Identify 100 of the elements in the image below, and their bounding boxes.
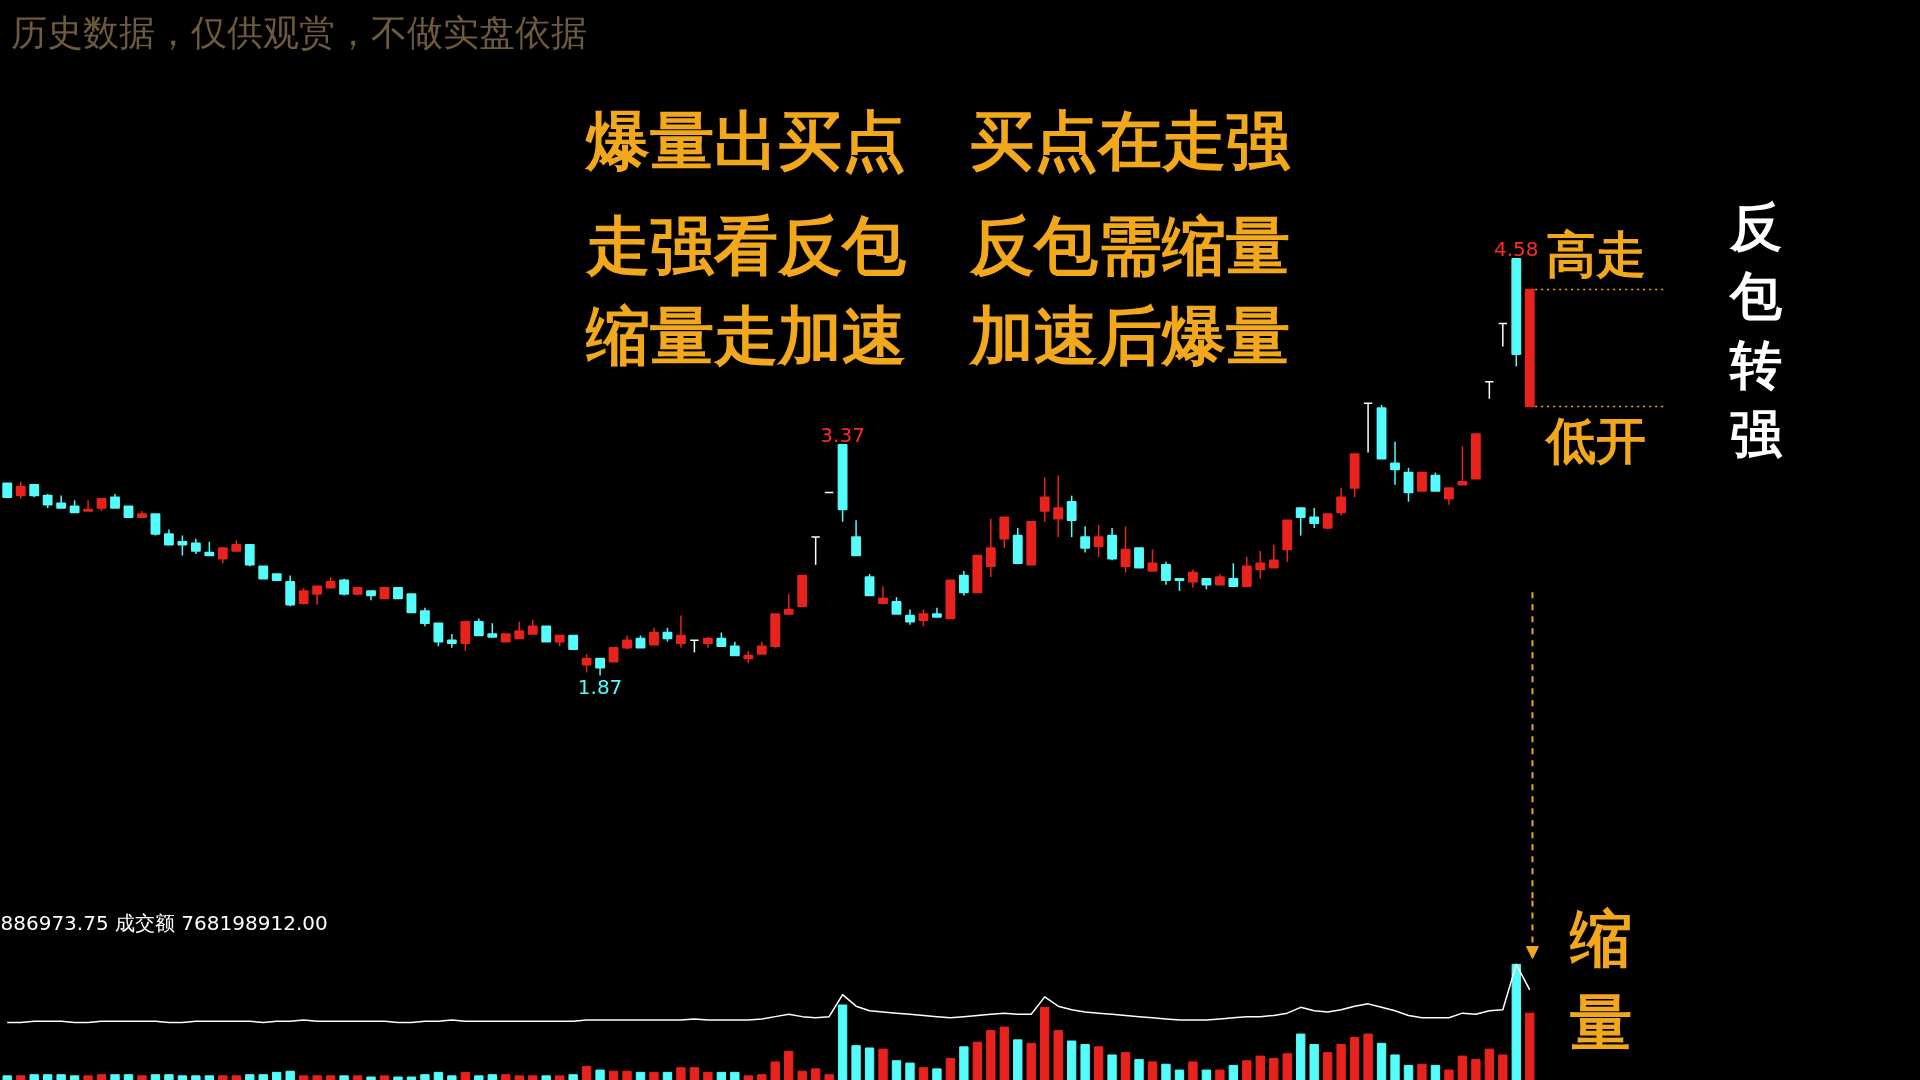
bar <box>325 1075 336 1080</box>
bar <box>1201 1069 1212 1080</box>
bar <box>1269 1057 1279 1080</box>
annotation: 1.87 <box>577 674 623 699</box>
bar <box>514 1075 524 1080</box>
bar <box>123 1074 134 1080</box>
bar <box>1242 1060 1252 1080</box>
bar <box>83 1075 93 1080</box>
bar <box>770 1061 780 1080</box>
bar <box>824 1074 834 1080</box>
bar <box>568 1074 578 1080</box>
candlestick <box>1093 524 1104 558</box>
bar <box>716 1071 727 1080</box>
bar <box>1336 1044 1346 1080</box>
bar <box>1013 1039 1023 1080</box>
annotation: 缩量走加速 加速后爆量 <box>584 298 1290 373</box>
bar <box>743 1075 753 1080</box>
candlestick <box>958 570 969 597</box>
candlestick <box>999 516 1010 549</box>
bar <box>218 1075 228 1080</box>
bar <box>986 1030 996 1080</box>
bar <box>837 1004 848 1080</box>
bar <box>676 1067 686 1080</box>
bar <box>1066 1040 1077 1080</box>
bar <box>110 1074 120 1080</box>
candlestick <box>177 534 188 557</box>
bar <box>366 1076 376 1080</box>
ref-line-label: 高走 <box>1545 225 1646 284</box>
bar <box>878 1048 888 1080</box>
bar <box>554 1075 565 1080</box>
candlestick <box>419 607 430 628</box>
bar <box>150 1074 161 1080</box>
bar <box>352 1075 363 1080</box>
bar <box>312 1075 322 1080</box>
bar <box>339 1075 349 1080</box>
bar <box>447 1075 457 1080</box>
candlestick <box>1134 547 1144 569</box>
bar <box>164 1074 174 1080</box>
candlestick <box>783 593 794 615</box>
bar <box>1457 1055 1468 1080</box>
bar <box>972 1041 983 1080</box>
bar <box>730 1071 740 1080</box>
bar <box>285 1070 295 1080</box>
bar <box>29 1074 39 1080</box>
bar <box>1417 1063 1427 1080</box>
text: 缩量 <box>1568 902 1632 1059</box>
bar <box>298 1075 309 1080</box>
bar <box>851 1045 861 1080</box>
candlestick <box>285 574 296 608</box>
bar <box>595 1069 605 1080</box>
candlestick <box>1309 507 1320 529</box>
bar <box>393 1076 403 1080</box>
candlestick <box>1403 467 1414 503</box>
bar <box>959 1046 969 1080</box>
bar <box>420 1074 430 1080</box>
bar <box>231 1075 241 1080</box>
candlestick <box>864 573 875 597</box>
bar <box>797 1070 807 1080</box>
bar <box>42 1074 53 1080</box>
candlestick <box>1161 560 1171 586</box>
candlestick <box>460 620 471 652</box>
bar <box>1255 1055 1265 1080</box>
annotation: 走强看反包 反包需缩量 <box>584 208 1290 283</box>
bar <box>245 1074 255 1080</box>
bar <box>406 1076 417 1080</box>
candlestick <box>83 499 94 512</box>
candlestick <box>1241 556 1252 588</box>
bar <box>945 1057 956 1080</box>
candlestick <box>1066 494 1077 538</box>
bar <box>1430 1064 1441 1080</box>
bar <box>2 1075 12 1080</box>
bar <box>932 1068 942 1080</box>
candlestick <box>1430 471 1441 492</box>
bar <box>864 1047 875 1080</box>
bar <box>177 1075 188 1080</box>
bar <box>1349 1037 1360 1080</box>
bar <box>1484 1048 1495 1080</box>
candlestick <box>1390 441 1400 486</box>
candlestick <box>1268 544 1279 569</box>
bar <box>1511 963 1521 1080</box>
bar <box>662 1071 673 1080</box>
bar <box>608 1070 619 1080</box>
candlestick <box>1255 550 1266 580</box>
candlestick <box>433 622 444 648</box>
candlestick <box>675 614 686 649</box>
bar <box>689 1067 700 1080</box>
candlestick <box>581 653 592 674</box>
bar <box>1363 1033 1373 1080</box>
candlestick <box>985 517 996 578</box>
bar <box>1093 1046 1104 1080</box>
annotation: 3.37 <box>820 422 865 447</box>
bar <box>541 1075 551 1080</box>
text: 886973.75 成交额 768198912.00 <box>0 910 328 935</box>
bar <box>1080 1044 1090 1080</box>
bar <box>379 1075 390 1080</box>
bar <box>1228 1064 1239 1080</box>
bar <box>1147 1061 1158 1080</box>
bar <box>622 1070 632 1080</box>
bar <box>1120 1052 1131 1080</box>
bar <box>810 1068 821 1080</box>
